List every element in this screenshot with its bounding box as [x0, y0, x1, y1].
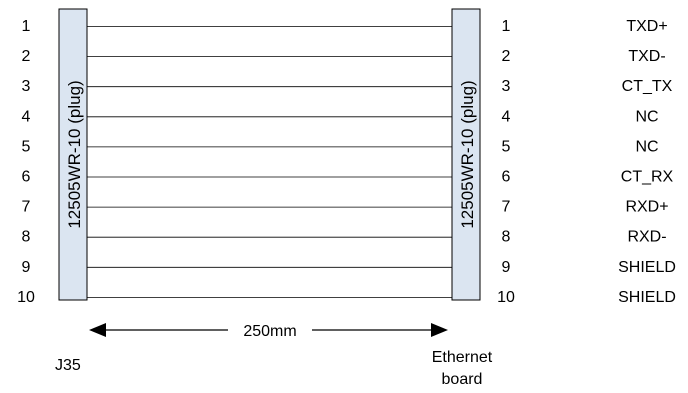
left-pin-numbers: 1 2 3 4 5 6 7 8 9 10 [17, 18, 35, 306]
right-pin-number: 9 [502, 259, 511, 276]
left-connector [58, 8, 88, 301]
signal-names: TXD+ TXD- CT_TX NC NC CT_RX RXD+ RXD- SHIELD SHIE… [618, 18, 676, 306]
length-dimension: 250mm [89, 323, 448, 340]
signal-name: NC [635, 138, 658, 155]
signal-name: SHIELD [618, 259, 676, 276]
left-connector-label: 12505WR-10 (plug) [65, 80, 84, 228]
left-pin-number: 10 [17, 289, 35, 306]
cable-length-label: 250mm [243, 323, 296, 340]
signal-name: NC [635, 108, 658, 125]
right-pin-number: 1 [502, 18, 511, 35]
wires [87, 26, 452, 298]
left-connector-designator: J35 [55, 357, 81, 374]
right-pin-number: 6 [502, 169, 511, 186]
right-connector-label: 12505WR-10 (plug) [458, 80, 477, 228]
right-pin-number: 3 [502, 78, 511, 95]
right-pin-number: 10 [497, 289, 515, 306]
left-pin-number: 6 [22, 169, 31, 186]
signal-name: TXD- [628, 48, 665, 65]
signal-name: RXD- [627, 229, 666, 246]
left-pin-number: 4 [22, 108, 31, 125]
left-pin-number: 2 [22, 48, 31, 65]
left-pin-number: 3 [22, 78, 31, 95]
left-pin-number: 8 [22, 229, 31, 246]
right-pin-number: 8 [502, 229, 511, 246]
right-connector [451, 8, 481, 301]
right-pin-number: 7 [502, 199, 511, 216]
dimension-arrow-left [89, 323, 106, 337]
left-pin-number: 9 [22, 259, 31, 276]
signal-name: TXD+ [626, 18, 667, 35]
left-pin-number: 5 [22, 138, 31, 155]
right-connector-designator-line1: Ethernet [432, 349, 493, 366]
right-pin-number: 2 [502, 48, 511, 65]
right-connector-designator-line2: board [442, 371, 483, 388]
signal-name: SHIELD [618, 289, 676, 306]
left-pin-number: 7 [22, 199, 31, 216]
right-pin-number: 5 [502, 138, 511, 155]
signal-name: CT_RX [621, 169, 674, 186]
signal-name: RXD+ [625, 199, 668, 216]
right-pin-number: 4 [502, 108, 511, 125]
right-pin-numbers: 1 2 3 4 5 6 7 8 9 10 [497, 18, 515, 306]
left-pin-number: 1 [22, 18, 31, 35]
signal-name: CT_TX [622, 78, 673, 95]
dimension-arrow-right [431, 323, 448, 337]
